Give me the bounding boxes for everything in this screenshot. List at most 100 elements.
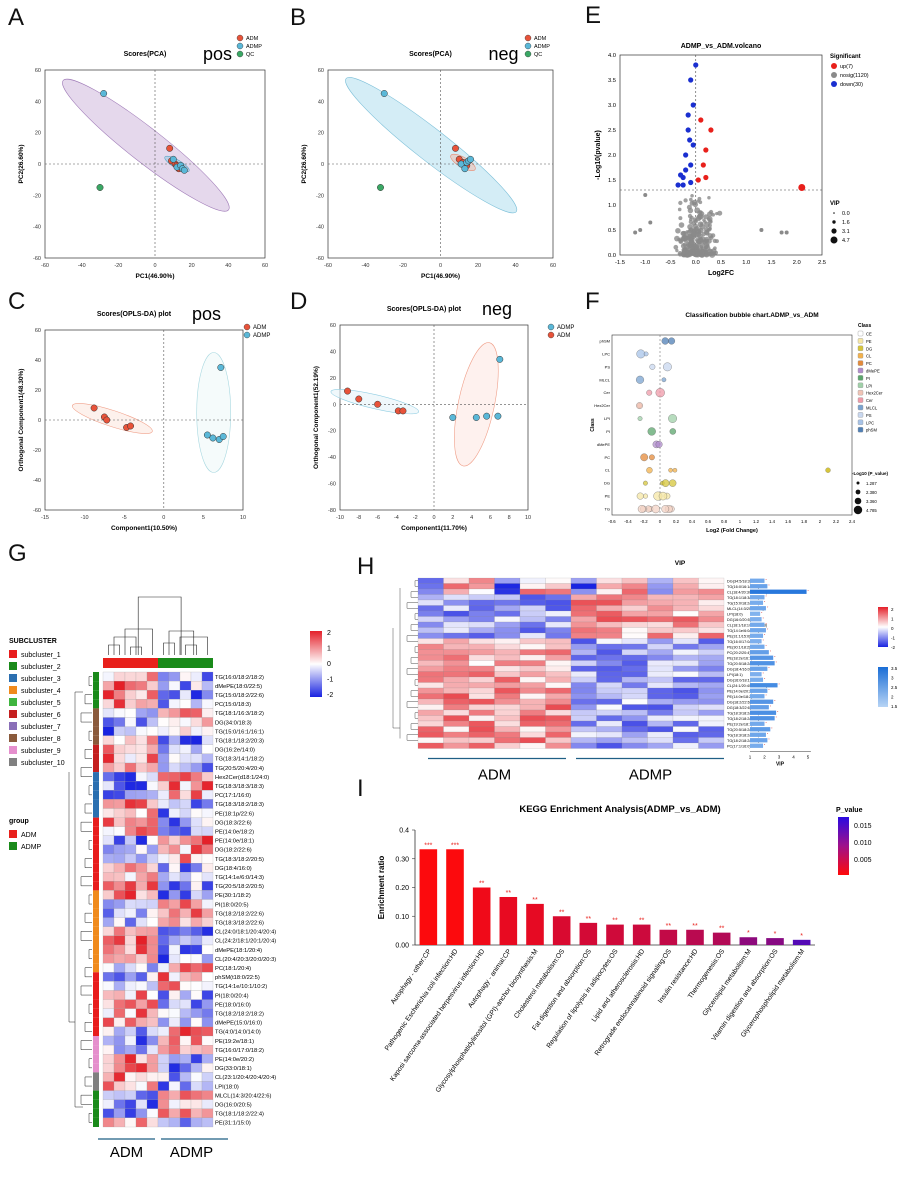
heatmap-cell — [468, 693, 495, 700]
bubble — [637, 416, 643, 421]
enrichment-bar — [712, 932, 731, 945]
heatmap-cell — [179, 1108, 192, 1118]
heatmap-cell — [102, 826, 115, 836]
heatmap-cell — [443, 731, 470, 738]
row-label: PE(31:1/15:0) — [215, 1121, 251, 1127]
legend-marker — [831, 81, 837, 87]
heatmap-cell — [179, 772, 192, 782]
heatmap-cell — [596, 627, 623, 634]
heatmap-cell — [647, 577, 674, 584]
heatmap-cell — [698, 715, 725, 722]
heatmap-cell — [596, 698, 623, 705]
heatmap-cell — [168, 881, 181, 891]
left-dendrogram — [80, 821, 92, 832]
data-point-admp — [180, 166, 188, 174]
pvalue-scale-bar — [838, 817, 849, 875]
heatmap-cell — [124, 1081, 137, 1091]
heatmap-cell — [417, 731, 444, 738]
heatmap-cell — [596, 660, 623, 667]
heatmap-cell — [647, 649, 674, 656]
heatmap-cell — [157, 908, 170, 918]
y-tick-label: 0 — [321, 162, 324, 168]
heatmap-cell — [124, 781, 137, 791]
subcluster-cell — [93, 863, 99, 873]
heatmap-cell — [417, 599, 444, 606]
heatmap-cell — [698, 693, 725, 700]
y-tick-label: -20 — [33, 193, 41, 199]
heatmap-cell — [168, 726, 181, 736]
heatmap-cell — [102, 908, 115, 918]
y-tick-label: 3.0 — [608, 103, 616, 109]
heatmap-cell — [168, 972, 181, 982]
heatmap-cell — [135, 799, 148, 809]
nosig-point — [709, 209, 714, 215]
row-label: TG(18:1/16:3/18:2) — [215, 711, 264, 717]
significance-stars: ** — [559, 909, 565, 916]
heatmap-cell — [146, 872, 159, 882]
y-tick-label: -80 — [328, 508, 336, 514]
left-dendrogram — [88, 894, 92, 905]
heatmap-cell — [417, 742, 444, 749]
y-tick-label: 0.20 — [395, 885, 409, 892]
heatmap-cell — [146, 926, 159, 936]
color-scale-tick: 1 — [327, 646, 331, 653]
heatmap-cell — [545, 693, 572, 700]
y-tick-label: 40 — [318, 99, 324, 105]
x-tick-label: -60 — [324, 263, 332, 269]
heatmap-cell — [468, 577, 495, 584]
enrichment-bar — [552, 916, 571, 945]
heatmap-cell — [146, 1045, 159, 1055]
heatmap-cell — [190, 1063, 203, 1073]
nosig-point — [643, 193, 648, 197]
heatmap-cell — [494, 605, 521, 612]
category-label: Cholesterol metabolism:OS — [513, 948, 566, 1020]
heatmap-cell — [102, 726, 115, 736]
y-tick-label: 3.5 — [608, 78, 616, 84]
nosig-point — [690, 194, 694, 198]
nosig-point — [675, 227, 681, 234]
heatmap-cell — [201, 1081, 214, 1091]
heatmap-cell — [113, 1099, 126, 1109]
pvalue-scale-tick: 0.015 — [854, 823, 872, 830]
x-axis-label: Log2 (Fold Change) — [706, 528, 758, 534]
x-tick-label: 0.4 — [689, 519, 696, 524]
heatmap-cell — [124, 1008, 137, 1018]
x-tick-label: 1 — [739, 519, 742, 524]
heatmap-cell — [146, 826, 159, 836]
heatmap-cell — [146, 981, 159, 991]
heatmap-cell — [570, 660, 597, 667]
significance-stars: ** — [692, 923, 698, 930]
heatmap-cell — [168, 808, 181, 818]
heatmap-cell — [698, 583, 725, 590]
row-label: TG(18:2/18:2/18:2) — [215, 1012, 264, 1018]
subcluster-cell — [93, 1054, 99, 1064]
heatmap-cell — [417, 698, 444, 705]
heatmap-cell — [545, 665, 572, 672]
heatmap-cell — [545, 632, 572, 639]
heatmap-cell — [135, 790, 148, 800]
left-dendrogram — [84, 1022, 92, 1032]
heatmap-cell — [157, 881, 170, 891]
heatmap-cell — [113, 1117, 126, 1128]
heatmap-cell — [113, 799, 126, 809]
heatmap-cell — [179, 917, 192, 927]
y-tick-label: 2.5 — [608, 128, 616, 134]
heatmap-cell — [113, 844, 126, 855]
heatmap-cell — [519, 676, 546, 683]
heatmap-cell — [672, 654, 699, 661]
subcluster-cell — [93, 854, 99, 864]
heatmap-cell — [190, 1054, 203, 1064]
subcluster-cell — [93, 954, 99, 964]
data-point-adm — [103, 416, 111, 424]
heatmap-cell — [146, 972, 159, 982]
y-tick-label: MLCL — [599, 377, 610, 382]
bubble — [647, 427, 656, 436]
heatmap-cell — [113, 935, 126, 946]
heatmap-cell — [596, 709, 623, 716]
x-tick-label: 0.0 — [692, 260, 700, 266]
down-point — [680, 174, 686, 181]
heatmap-cell — [146, 963, 159, 973]
heatmap-cell — [698, 638, 725, 645]
heatmap-cell — [146, 680, 159, 691]
heatmap-cell — [494, 638, 521, 645]
